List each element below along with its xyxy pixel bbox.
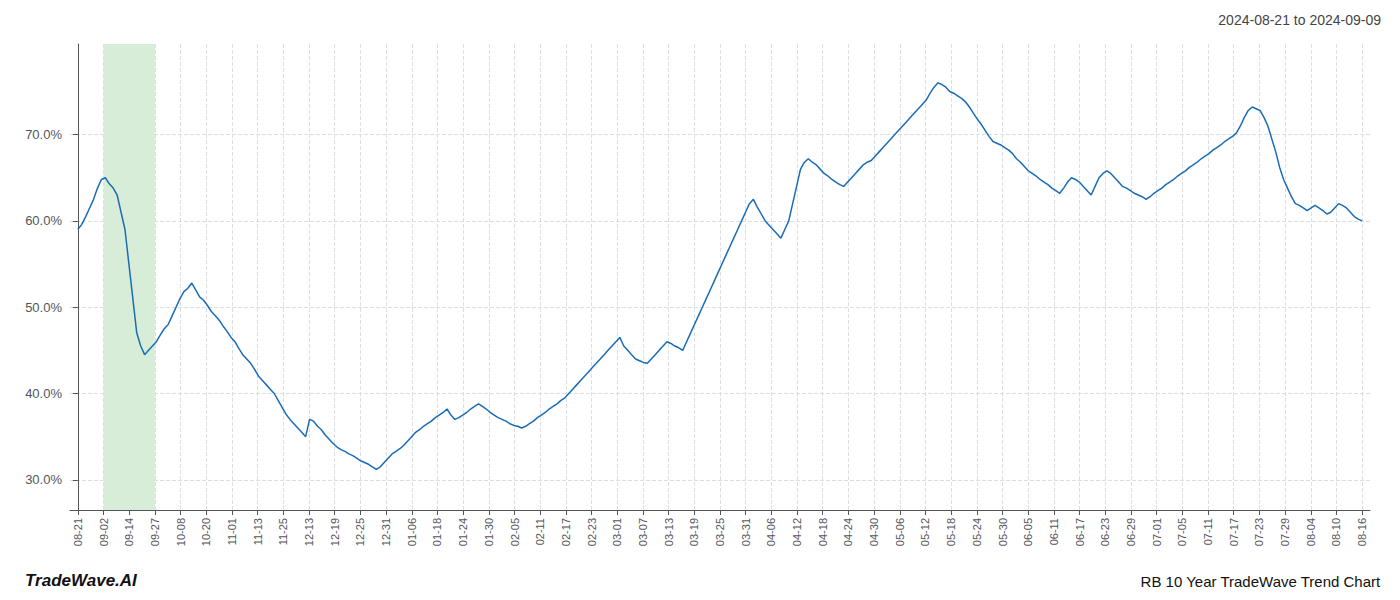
svg-text:03-19: 03-19 — [688, 518, 700, 546]
svg-text:06-29: 06-29 — [1125, 518, 1137, 546]
svg-text:05-24: 05-24 — [971, 518, 983, 546]
svg-text:03-31: 03-31 — [740, 518, 752, 546]
svg-text:12-19: 12-19 — [329, 518, 341, 546]
svg-text:07-23: 07-23 — [1253, 518, 1265, 546]
svg-text:06-17: 06-17 — [1074, 518, 1086, 546]
svg-text:02-11: 02-11 — [534, 518, 546, 545]
svg-text:04-24: 04-24 — [842, 518, 854, 546]
svg-text:05-12: 05-12 — [919, 518, 931, 546]
svg-text:07-17: 07-17 — [1228, 518, 1240, 546]
svg-text:50.0%: 50.0% — [25, 300, 62, 315]
svg-text:40.0%: 40.0% — [25, 386, 62, 401]
svg-text:TradeWave.AI: TradeWave.AI — [25, 571, 138, 590]
svg-text:05-06: 05-06 — [894, 518, 906, 546]
svg-text:08-10: 08-10 — [1330, 518, 1342, 546]
svg-text:06-05: 06-05 — [1022, 518, 1034, 546]
svg-text:07-01: 07-01 — [1151, 518, 1163, 546]
svg-text:09-27: 09-27 — [149, 518, 161, 546]
svg-text:04-06: 04-06 — [765, 518, 777, 546]
svg-text:12-13: 12-13 — [303, 518, 315, 546]
svg-text:07-05: 07-05 — [1176, 518, 1188, 546]
svg-text:2024-08-21 to 2024-09-09: 2024-08-21 to 2024-09-09 — [1218, 12, 1381, 28]
svg-text:01-30: 01-30 — [483, 518, 495, 546]
svg-text:04-12: 04-12 — [791, 518, 803, 546]
svg-text:01-24: 01-24 — [457, 518, 469, 546]
svg-text:12-31: 12-31 — [380, 518, 392, 546]
svg-text:02-17: 02-17 — [560, 518, 572, 546]
svg-text:RB 10 Year TradeWave Trend Cha: RB 10 Year TradeWave Trend Chart — [1141, 573, 1381, 590]
svg-text:07-11: 07-11 — [1202, 518, 1214, 545]
svg-text:03-07: 03-07 — [637, 518, 649, 546]
svg-text:60.0%: 60.0% — [25, 213, 62, 228]
svg-text:04-18: 04-18 — [817, 518, 829, 546]
svg-text:10-08: 10-08 — [175, 518, 187, 546]
svg-text:70.0%: 70.0% — [25, 127, 62, 142]
svg-text:07-29: 07-29 — [1279, 518, 1291, 546]
svg-text:06-11: 06-11 — [1048, 518, 1060, 545]
svg-text:03-01: 03-01 — [611, 518, 623, 546]
svg-text:04-30: 04-30 — [868, 518, 880, 546]
svg-text:03-13: 03-13 — [663, 518, 675, 546]
svg-text:01-06: 01-06 — [406, 518, 418, 546]
svg-text:11-01: 11-01 — [226, 518, 238, 545]
svg-text:09-14: 09-14 — [123, 518, 135, 546]
svg-text:02-23: 02-23 — [586, 518, 598, 546]
svg-text:11-13: 11-13 — [252, 518, 264, 545]
svg-text:05-30: 05-30 — [997, 518, 1009, 546]
svg-text:01-18: 01-18 — [431, 518, 443, 546]
svg-text:10-20: 10-20 — [200, 518, 212, 546]
svg-text:11-25: 11-25 — [277, 518, 289, 545]
svg-text:30.0%: 30.0% — [25, 472, 62, 487]
svg-text:08-16: 08-16 — [1356, 518, 1368, 546]
svg-text:12-25: 12-25 — [354, 518, 366, 546]
svg-text:08-21: 08-21 — [72, 518, 84, 546]
svg-text:09-02: 09-02 — [98, 518, 110, 546]
svg-text:02-05: 02-05 — [509, 518, 521, 546]
svg-text:03-25: 03-25 — [714, 518, 726, 546]
svg-text:08-04: 08-04 — [1305, 518, 1317, 546]
svg-text:06-23: 06-23 — [1099, 518, 1111, 546]
svg-text:05-18: 05-18 — [945, 518, 957, 546]
